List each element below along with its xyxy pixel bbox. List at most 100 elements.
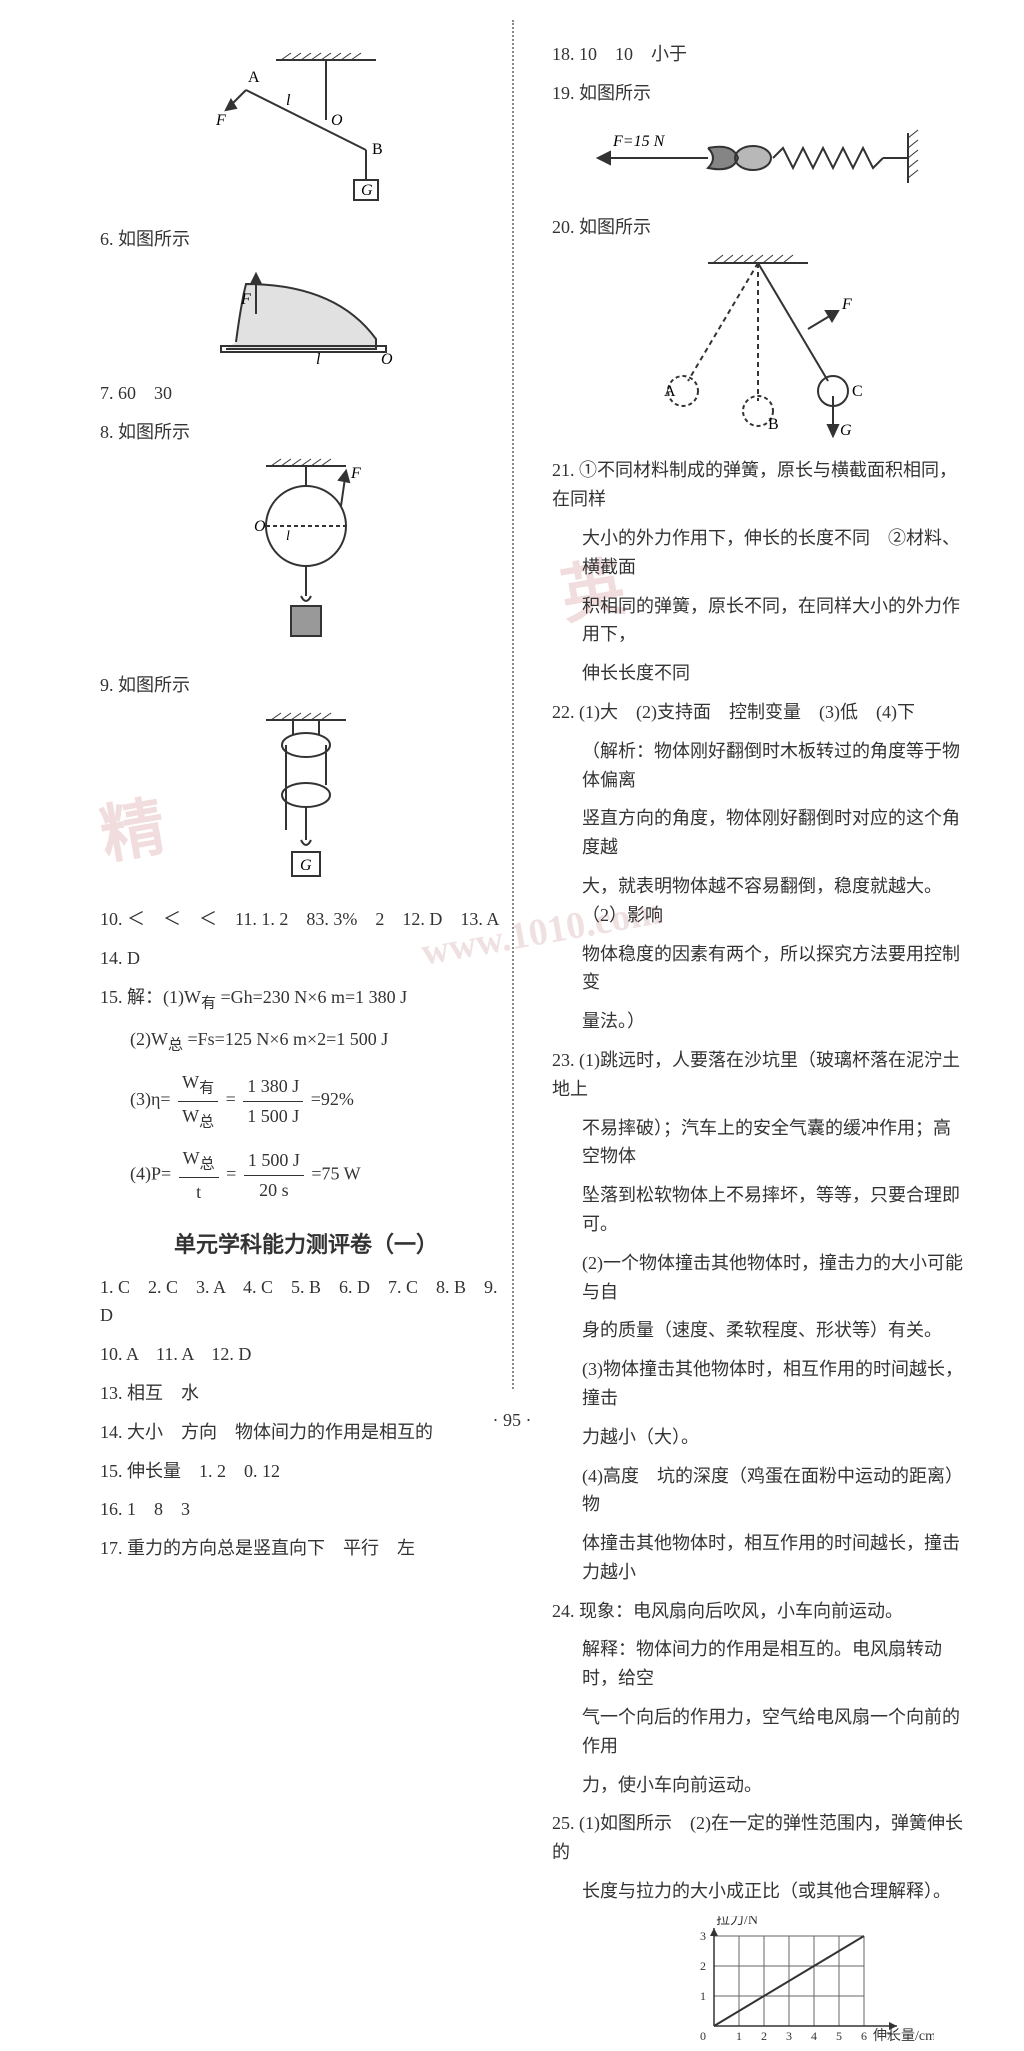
svg-text:1: 1 — [736, 2029, 742, 2043]
q15-2-prefix: (2)W — [130, 1029, 168, 1049]
answer-18: 18. 10 10 小于 — [552, 40, 964, 69]
label-A: A — [664, 383, 676, 400]
unit1-ans-1-9: 1. C 2. C 3. A 4. C 5. B 6. D 7. C 8. B … — [100, 1273, 512, 1331]
label-A: A — [248, 69, 260, 86]
svg-text:2: 2 — [761, 2029, 767, 2043]
section-title-unit1: 单元学科能力测评卷（一） — [100, 1227, 512, 1259]
answer-15-3: (3)η= W有W总 = 1 380 J1 500 J =92% — [100, 1068, 512, 1134]
q15-4-res: =75 W — [311, 1163, 360, 1183]
frac-num: W — [183, 1148, 200, 1168]
answer-22c: 竖直方向的角度，物体刚好翻倒时对应的这个角度越 — [552, 804, 964, 862]
sub: 总 — [199, 1114, 214, 1130]
answer-23b: 不易摔破）；汽车上的安全气囊的缓冲作用；高空物体 — [552, 1114, 964, 1172]
answer-25a: 25. (1)如图所示 (2)在一定的弹性范围内，弹簧伸长的 — [552, 1809, 964, 1867]
answer-23a: 23. (1)跳远时，人要落在沙坑里（玻璃杯落在泥泞土地上 — [552, 1046, 964, 1104]
unit1-ans-13: 13. 相互 水 — [100, 1379, 512, 1408]
frac-den: 20 s — [244, 1176, 304, 1205]
svg-text:0: 0 — [700, 2029, 706, 2043]
answer-22d: 大，就表明物体越不容易翻倒，稳度就越大。（2）影响 — [552, 872, 964, 930]
label-l: l — [286, 529, 290, 544]
label-G: G — [361, 182, 373, 199]
answer-15-2: (2)W总 =Fs=125 N×6 m×2=1 500 J — [100, 1025, 512, 1058]
answer-22e: 物体稳度的因素有两个，所以探究方法要用控制变 — [552, 940, 964, 998]
answer-24b: 解释：物体间力的作用是相互的。电风扇转动时，给空 — [552, 1635, 964, 1693]
frac-num: 1 380 J — [243, 1072, 303, 1102]
svg-text:1: 1 — [700, 1989, 706, 2003]
svg-text:6: 6 — [861, 2029, 867, 2043]
sub: 有 — [199, 1081, 214, 1097]
label-F: F — [240, 291, 251, 308]
frac-den: W — [182, 1106, 199, 1126]
label-F: F — [841, 296, 852, 313]
label-F: F — [350, 465, 361, 482]
label-B: B — [372, 141, 383, 158]
answer-21d: 伸长长度不同 — [552, 659, 964, 688]
answer-24d: 力，使小车向前运动。 — [552, 1771, 964, 1800]
frac-num: 1 500 J — [244, 1146, 304, 1176]
sub-you: 有 — [201, 995, 216, 1011]
label-O: O — [331, 112, 343, 129]
left-column: A F l O B G 6. 如图所示 F l O 7. — [100, 40, 522, 1419]
answer-24a: 24. 现象：电风扇向后吹风，小车向前运动。 — [552, 1597, 964, 1626]
answer-23g: 力越小（大）。 — [552, 1423, 964, 1452]
label-G: G — [300, 857, 312, 874]
label-O: O — [254, 518, 266, 535]
frac-den: 1 500 J — [243, 1102, 303, 1131]
svg-text:4: 4 — [811, 2029, 817, 2043]
label-O: O — [381, 351, 393, 364]
frac-num: W — [182, 1072, 199, 1092]
label-F: F — [215, 112, 226, 129]
answer-23d: (2)一个物体撞击其他物体时，撞击力的大小可能与自 — [552, 1249, 964, 1307]
answer-24c: 气一个向后的作用力，空气给电风扇一个向前的作用 — [552, 1703, 964, 1761]
svg-text:伸长量/cm: 伸长量/cm — [873, 2028, 934, 2044]
svg-text:2: 2 — [700, 1959, 706, 1973]
q15-prefix: 15. 解：(1)W — [100, 987, 201, 1007]
svg-text:拉力/N: 拉力/N — [716, 1916, 758, 1928]
answer-22b: （解析：物体刚好翻倒时木板转过的角度等于物体偏离 — [552, 737, 964, 795]
q15-3-res: =92% — [311, 1089, 354, 1109]
unit1-ans-10-12: 10. A 11. A 12. D — [100, 1340, 512, 1369]
q15-1-rest: =Gh=230 N×6 m=1 380 J — [216, 987, 407, 1007]
answer-23f: (3)物体撞击其他物体时，相互作用的时间越长，撞击 — [552, 1355, 964, 1413]
diagram-q5: A F l O B G — [100, 50, 512, 215]
q15-4-pre: (4)P= — [130, 1163, 171, 1183]
label-l: l — [286, 92, 291, 109]
diagram-q9: G — [100, 710, 512, 895]
svg-text:3: 3 — [786, 2029, 792, 2043]
q15-3-pre: (3)η= — [130, 1089, 171, 1109]
right-column: 18. 10 10 小于 19. 如图所示 F=15 N 20. 如图所示 — [542, 40, 964, 1419]
frac-den: t — [179, 1178, 219, 1207]
answer-8: 8. 如图所示 — [100, 418, 512, 447]
answer-25b: 长度与拉力的大小成正比（或其他合理解释）。 — [552, 1877, 964, 1906]
diagram-q6: F l O — [100, 264, 512, 369]
answer-14: 14. D — [100, 944, 512, 973]
unit1-ans-15: 15. 伸长量 1. 2 0. 12 — [100, 1457, 512, 1486]
eq: = — [226, 1163, 236, 1183]
answer-22a: 22. (1)大 (2)支持面 控制变量 (3)低 (4)下 — [552, 698, 964, 727]
svg-text:3: 3 — [700, 1929, 706, 1943]
sub: 总 — [200, 1157, 215, 1173]
answer-9: 9. 如图所示 — [100, 671, 512, 700]
svg-text:5: 5 — [836, 2029, 842, 2043]
sub-zong: 总 — [168, 1038, 183, 1054]
unit1-ans-14: 14. 大小 方向 物体间力的作用是相互的 — [100, 1418, 512, 1447]
answer-21a: 21. ①不同材料制成的弹簧，原长与横截面积相同，在同样 — [552, 456, 964, 514]
diagram-q20: A B C F G — [552, 251, 964, 446]
answer-23c: 坠落到松软物体上不易摔坏，等等，只要合理即可。 — [552, 1181, 964, 1239]
eq: = — [226, 1089, 236, 1109]
answer-21b: 大小的外力作用下，伸长的长度不同 ②材料、横截面 — [552, 524, 964, 582]
answer-21c: 积相同的弹簧，原长不同，在同样大小的外力作用下， — [552, 592, 964, 650]
answer-10-13: 10. ＜ ＜ ＜ 11. 1. 2 83. 3% 2 12. D 13. A — [100, 905, 512, 934]
label-G: G — [840, 422, 852, 439]
unit1-ans-16: 16. 1 8 3 — [100, 1495, 512, 1524]
answer-23i: 体撞击其他物体时，相互作用的时间越长，撞击力越小 — [552, 1529, 964, 1587]
page-content: A F l O B G 6. 如图所示 F l O 7. — [100, 40, 964, 1419]
q15-2-rest: =Fs=125 N×6 m×2=1 500 J — [183, 1029, 388, 1049]
label-B: B — [768, 416, 779, 433]
answer-20: 20. 如图所示 — [552, 213, 964, 242]
diagram-q19: F=15 N — [552, 118, 964, 203]
answer-7: 7. 60 30 — [100, 379, 512, 408]
answer-15-4: (4)P= W总t = 1 500 J20 s =75 W — [100, 1144, 512, 1206]
answer-22f: 量法。） — [552, 1007, 964, 1036]
answer-23e: 身的质量（速度、柔软程度、形状等）有关。 — [552, 1316, 964, 1345]
